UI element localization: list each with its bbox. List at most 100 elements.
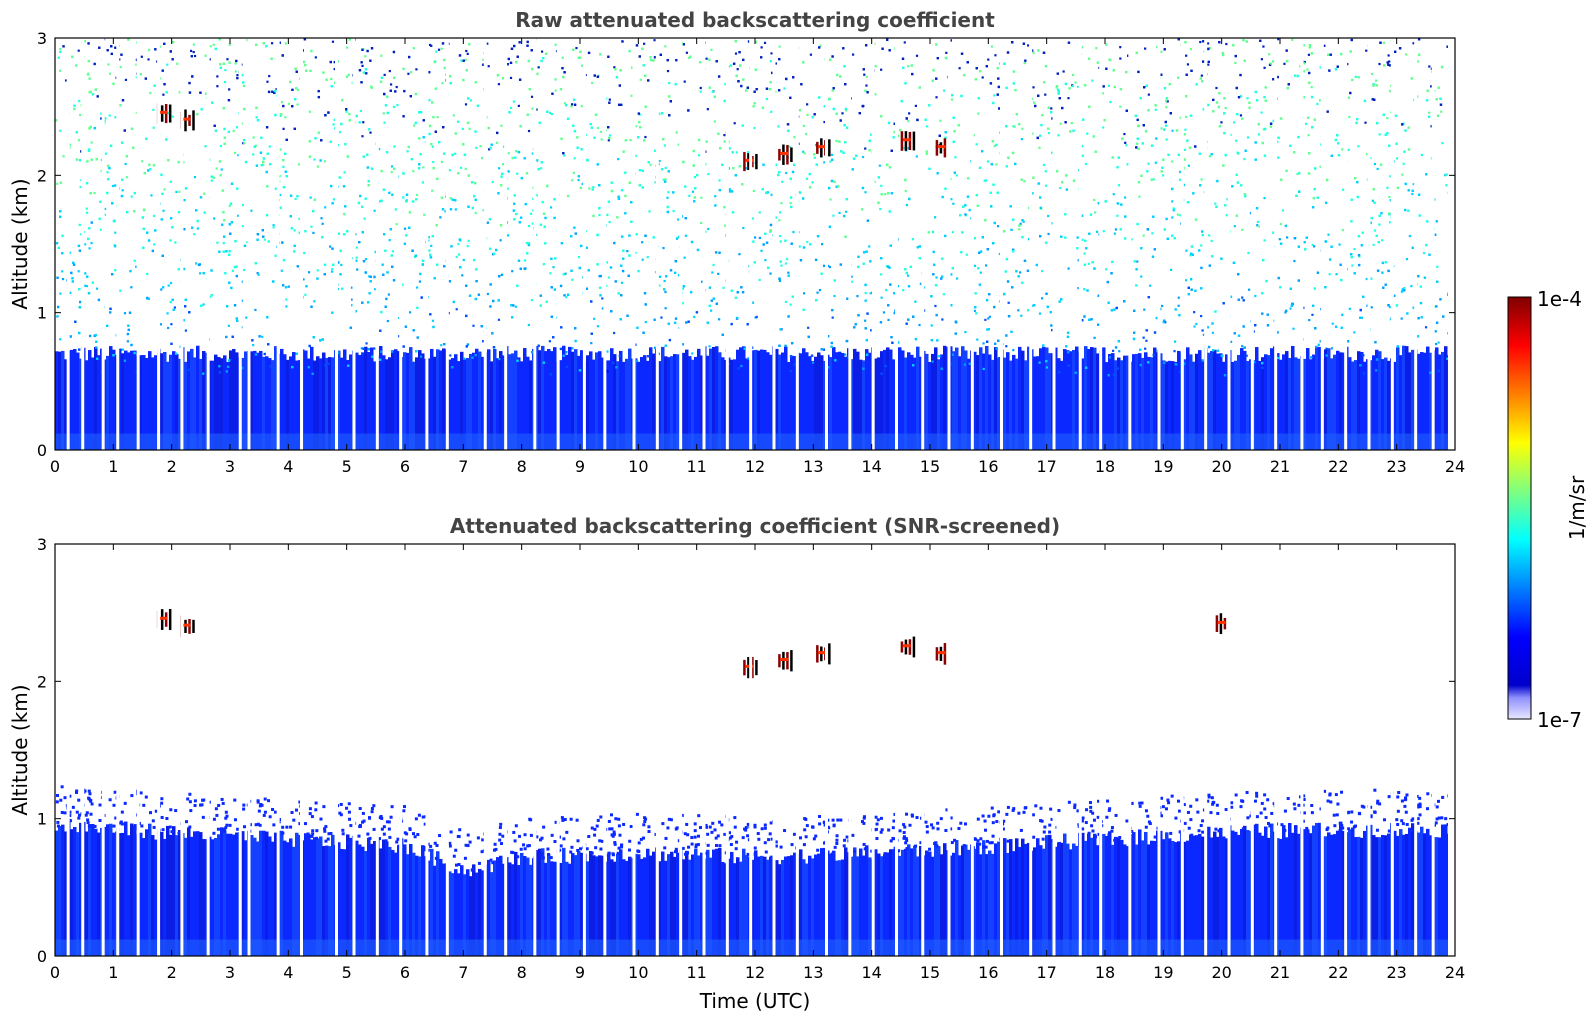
noise-speck (1144, 347, 1147, 350)
noise-speck (79, 185, 82, 189)
noise-speck (78, 99, 81, 103)
noise-speck (497, 83, 501, 86)
boundary-layer-column (1054, 347, 1058, 450)
boundary-layer-column (1216, 353, 1220, 450)
boundary-layer-column (76, 352, 80, 450)
boundary-layer-column (1165, 361, 1169, 450)
noise-speck (666, 196, 669, 199)
noise-speck (59, 51, 62, 54)
boundary-layer-column (262, 356, 266, 450)
noise-speck (1214, 202, 1217, 205)
boundary-layer-column (961, 346, 965, 450)
boundary-layer-column (877, 357, 881, 450)
noise-speck (1371, 72, 1374, 76)
boundary-layer-column (514, 350, 518, 450)
noise-speck (422, 166, 425, 169)
noise-speck (1362, 372, 1365, 375)
boundary-layer-column (211, 360, 215, 450)
noise-speck (282, 165, 285, 168)
boundary-layer-column (457, 361, 461, 450)
noise-speck (527, 323, 530, 327)
noise-speck (176, 62, 179, 65)
noise-speck (395, 85, 398, 89)
noise-speck (780, 202, 783, 205)
boundary-layer-column (397, 351, 401, 450)
noise-speck (1144, 47, 1147, 50)
noise-speck (793, 363, 796, 366)
boundary-layer-column (964, 350, 968, 450)
noise-speck (532, 197, 535, 200)
boundary-layer-column (1081, 358, 1085, 450)
noise-speck (435, 50, 438, 53)
boundary-layer-column (1327, 348, 1331, 450)
noise-speck (1348, 115, 1351, 119)
boundary-layer-column (1348, 357, 1352, 450)
noise-speck (1316, 102, 1319, 106)
boundary-layer-column (1342, 352, 1346, 450)
noise-speck (363, 217, 366, 220)
boundary-layer-column (1147, 356, 1151, 450)
noise-speck (355, 246, 358, 249)
noise-speck (736, 68, 739, 71)
boundary-layer-column (955, 347, 959, 450)
noise-speck (280, 269, 283, 272)
noise-speck (170, 323, 173, 326)
noise-speck (1215, 86, 1218, 90)
noise-speck (664, 307, 667, 310)
noise-speck (350, 286, 354, 289)
noise-speck (361, 64, 364, 67)
noise-speck (406, 150, 409, 153)
boundary-layer-column (442, 348, 446, 450)
boundary-layer-column (700, 355, 704, 450)
noise-speck (850, 275, 853, 278)
noise-speck (460, 59, 463, 62)
noise-speck (454, 208, 457, 211)
noise-speck (752, 189, 755, 193)
noise-speck (1246, 136, 1250, 139)
noise-speck (215, 167, 218, 170)
boundary-layer-column (160, 353, 164, 450)
boundary-layer-column (994, 347, 998, 450)
boundary-layer-column (1363, 361, 1367, 450)
boundary-layer-column (685, 349, 689, 450)
noise-speck (1161, 174, 1165, 177)
boundary-layer-column (1423, 352, 1427, 450)
noise-speck (644, 135, 647, 139)
noise-speck (607, 276, 610, 279)
boundary-layer-column (499, 351, 503, 450)
noise-speck (333, 67, 336, 71)
boundary-layer-column (1288, 357, 1292, 450)
noise-speck (591, 81, 594, 85)
boundary-layer-column (1021, 350, 1025, 450)
boundary-layer-column (1045, 347, 1049, 450)
noise-speck (982, 367, 985, 371)
noise-speck (760, 249, 763, 252)
noise-speck (1087, 262, 1091, 265)
boundary-layer-column (355, 352, 359, 450)
noise-speck (309, 196, 312, 199)
noise-speck (758, 236, 761, 240)
noise-speck (783, 87, 786, 90)
boundary-layer-column (619, 350, 623, 450)
noise-speck (1177, 304, 1180, 307)
noise-speck (976, 338, 979, 341)
boundary-layer-column (1186, 347, 1190, 450)
noise-speck (124, 162, 127, 166)
noise-speck (550, 112, 553, 116)
noise-speck (287, 285, 290, 288)
noise-speck (1117, 184, 1120, 187)
boundary-layer-column (139, 355, 143, 450)
noise-speck (192, 43, 195, 46)
noise-speck (1102, 126, 1105, 129)
noise-speck (395, 223, 398, 226)
noise-speck (548, 111, 552, 114)
boundary-layer-column (79, 358, 83, 450)
noise-speck (243, 141, 246, 144)
noise-speck (634, 251, 637, 254)
noise-speck (531, 152, 534, 155)
noise-speck (707, 227, 710, 231)
noise-speck (549, 272, 552, 275)
boundary-layer-column (835, 352, 839, 450)
noise-speck (769, 272, 772, 275)
noise-speck (252, 344, 255, 347)
